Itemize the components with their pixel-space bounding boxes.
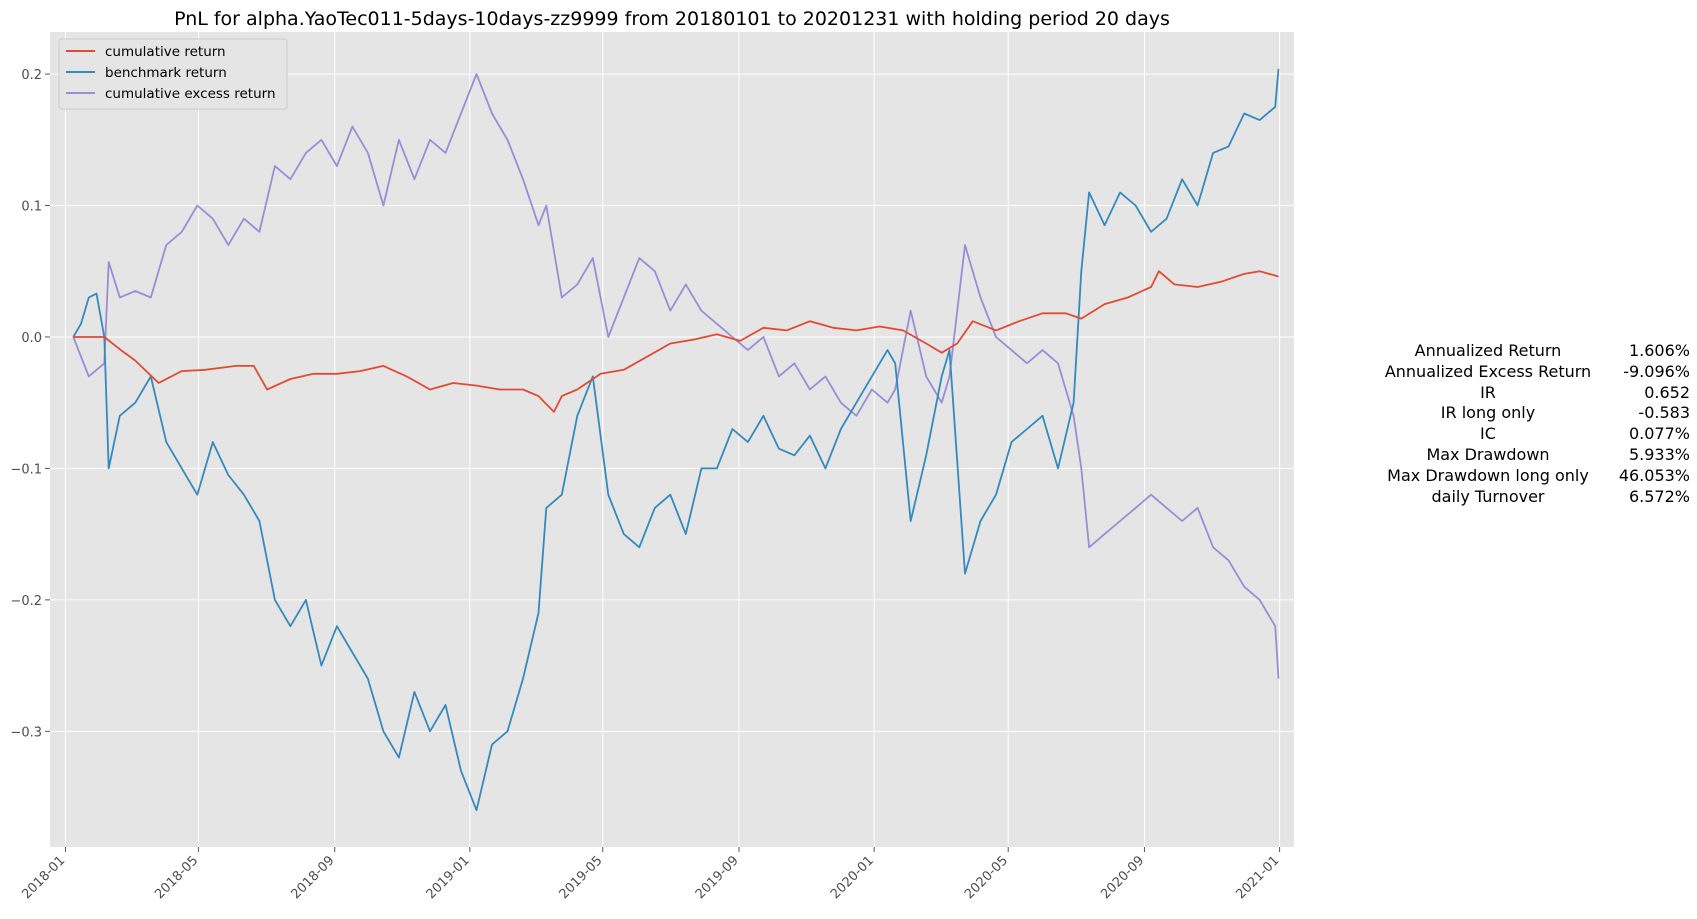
stat-value: 46.053%	[1619, 466, 1690, 485]
stat-value: 0.077%	[1629, 424, 1690, 443]
stat-value: -9.096%	[1623, 362, 1690, 381]
stat-value: 5.933%	[1629, 445, 1690, 464]
chart-title: PnL for alpha.YaoTec011-5days-10days-zz9…	[174, 8, 1170, 30]
stat-label: Max Drawdown	[1426, 445, 1549, 464]
y-tick-label: −0.2	[10, 594, 42, 609]
series-line-benchmark-return	[72, 68, 1280, 812]
stat-value: 6.572%	[1629, 487, 1690, 506]
stat-value: 1.606%	[1629, 341, 1690, 360]
series-lines	[72, 68, 1280, 812]
legend-box	[58, 38, 288, 110]
legend-label-cumulative-excess-return: cumulative excess return	[105, 86, 276, 102]
plot-area	[50, 32, 1294, 847]
y-tick-label: −0.3	[10, 725, 42, 740]
stat-label: IR	[1480, 383, 1496, 402]
stat-label: IR long only	[1441, 403, 1535, 422]
stat-label: daily Turnover	[1431, 487, 1544, 506]
y-tick-label: 0.0	[21, 331, 42, 346]
stats-table: Annualized Return 1.606% Annualized Exce…	[1385, 341, 1690, 506]
stat-value: 0.652	[1644, 383, 1690, 402]
stat-value: -0.583	[1638, 403, 1690, 422]
stat-label: Max Drawdown long only	[1387, 466, 1589, 485]
y-tick-label: −0.1	[10, 462, 42, 477]
series-line-cumulative-return	[73, 270, 1279, 413]
series-line-cumulative-excess-return	[72, 73, 1280, 679]
stat-label: Annualized Return	[1415, 341, 1562, 360]
y-tick-label: 0.2	[21, 68, 42, 83]
stat-label: IC	[1480, 424, 1496, 443]
legend-label-cumulative-return: cumulative return	[105, 44, 226, 60]
legend-label-benchmark-return: benchmark return	[105, 65, 227, 81]
y-axis-ticks: −0.3 −0.2 −0.1 0.0 0.1 0.2	[10, 68, 50, 740]
legend: cumulative return benchmark return cumul…	[58, 38, 288, 110]
stat-label: Annualized Excess Return	[1385, 362, 1591, 381]
y-tick-label: 0.1	[21, 200, 42, 215]
